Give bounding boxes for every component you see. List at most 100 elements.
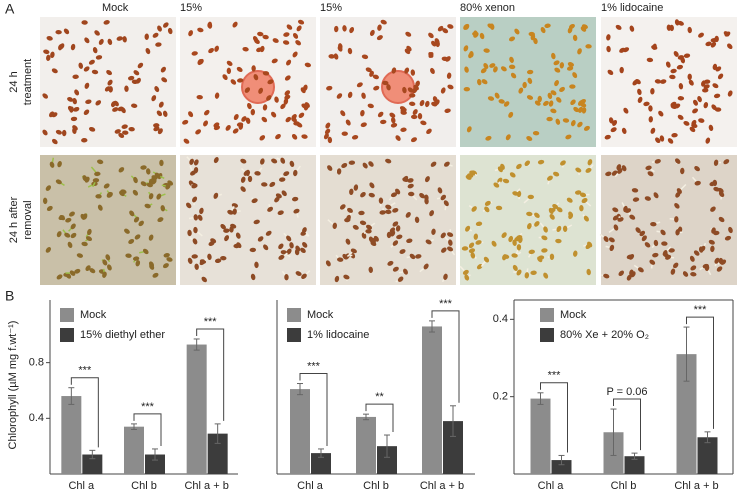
seed [187, 257, 193, 264]
seed [713, 186, 720, 192]
seed [274, 96, 279, 103]
seed [197, 214, 203, 221]
seed [527, 77, 533, 84]
seed [578, 106, 584, 113]
seed [395, 188, 401, 195]
seed [220, 223, 226, 230]
seed [543, 272, 549, 279]
seed [283, 171, 290, 177]
seed [291, 116, 297, 123]
seed [286, 59, 292, 66]
seed [708, 124, 714, 132]
seed [667, 138, 674, 144]
seed [489, 63, 496, 68]
seed [510, 72, 517, 79]
seed [242, 46, 249, 52]
seed [373, 85, 380, 91]
seed [508, 111, 514, 118]
legend-label: 1% lidocaine [307, 329, 369, 341]
seed [140, 181, 147, 187]
seed [516, 190, 522, 198]
seed [443, 200, 449, 207]
seed [470, 252, 476, 259]
seed [585, 167, 592, 173]
seed [723, 159, 730, 165]
seed [655, 137, 661, 144]
seed [720, 259, 727, 265]
seed [570, 120, 576, 127]
bar [443, 421, 463, 474]
seed [404, 67, 410, 74]
seed [230, 79, 237, 85]
seed [107, 38, 113, 45]
seed [286, 248, 292, 255]
seed [223, 228, 230, 233]
seed [107, 264, 112, 271]
seed [284, 75, 291, 81]
legend-label: Mock [560, 309, 587, 321]
seed [425, 100, 430, 108]
seed [728, 226, 733, 234]
legend-swatch [287, 328, 301, 342]
seed [530, 33, 536, 41]
seed [385, 158, 392, 164]
seed [89, 126, 96, 132]
seed [713, 230, 720, 236]
seed [55, 179, 62, 185]
legend-label: 80% Xe + 20% O₂ [560, 329, 649, 341]
seed [133, 176, 138, 184]
seed [238, 123, 244, 130]
seed [95, 55, 103, 60]
seed [465, 174, 472, 180]
seed [51, 68, 58, 74]
seed [151, 95, 157, 102]
seed [325, 122, 331, 129]
seed [274, 196, 280, 203]
seed [727, 43, 733, 50]
seed [138, 220, 144, 227]
seed [194, 263, 199, 270]
seed [58, 215, 65, 221]
seed [471, 206, 477, 212]
seed [42, 129, 48, 136]
seed [689, 126, 696, 133]
seed [405, 212, 411, 218]
seed [572, 34, 578, 42]
seed [285, 116, 292, 123]
seed [481, 79, 488, 85]
seed [105, 254, 111, 261]
seed [443, 273, 448, 280]
bar [61, 396, 82, 474]
seed [522, 81, 527, 89]
seed [82, 175, 88, 182]
seed [502, 178, 510, 184]
seed [425, 176, 430, 183]
seed [549, 213, 555, 220]
seed [391, 117, 396, 124]
seed [191, 254, 198, 259]
seed [88, 59, 95, 65]
seed [662, 252, 669, 258]
legend-label: Mock [307, 309, 334, 321]
seed [161, 77, 168, 83]
seed [257, 31, 264, 37]
seed [226, 60, 233, 66]
seed [524, 160, 531, 167]
seed [509, 172, 516, 178]
seed [214, 92, 220, 99]
seed [89, 268, 96, 274]
seed [430, 161, 437, 167]
seed [641, 235, 647, 242]
seed [108, 86, 113, 93]
seed [124, 228, 130, 234]
seed [562, 118, 570, 123]
seed [516, 163, 522, 170]
seed [437, 187, 443, 194]
bar [530, 398, 551, 474]
seed [275, 193, 282, 199]
seed [390, 192, 398, 198]
seed [118, 167, 125, 173]
seed [148, 261, 154, 268]
seed [187, 229, 192, 237]
seed [392, 221, 399, 227]
